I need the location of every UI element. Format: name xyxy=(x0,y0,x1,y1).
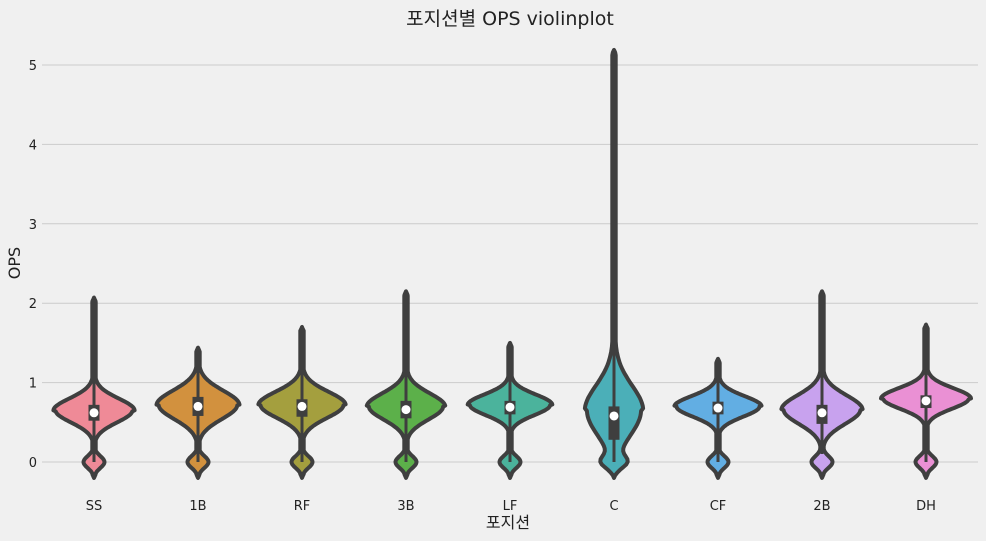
x-tick-label: DH xyxy=(916,499,936,514)
violin-DH xyxy=(879,322,973,480)
violin-median-marker xyxy=(921,396,931,406)
violin-median-marker xyxy=(89,408,99,418)
violin-1B xyxy=(154,345,242,480)
x-tick-label: SS xyxy=(86,499,103,514)
chart-title: 포지션별 OPS violinplot xyxy=(406,8,614,30)
x-axis-label: 포지션 xyxy=(486,513,530,532)
y-tick-label: 4 xyxy=(29,138,37,153)
violin-median-marker xyxy=(401,405,411,415)
x-tick-label: RF xyxy=(294,499,311,514)
x-tick-label: 2B xyxy=(813,499,830,514)
x-tick-label: LF xyxy=(503,499,518,514)
violin-median-marker xyxy=(297,401,307,411)
violin-SS xyxy=(51,295,137,480)
violin-LF xyxy=(465,340,555,480)
violin-2B xyxy=(779,289,865,480)
violin-iqr-box xyxy=(608,406,620,440)
x-tick-label: C xyxy=(609,499,618,514)
x-tick-label: 3B xyxy=(397,499,414,514)
y-tick-label: 0 xyxy=(29,456,37,471)
violin-median-marker xyxy=(713,403,723,413)
y-tick-labels: 0 1 2 3 4 5 xyxy=(29,59,37,471)
x-tick-labels: SS 1B RF 3B LF C CF 2B DH xyxy=(86,499,936,514)
violin-median-marker xyxy=(193,401,203,411)
violin-CF xyxy=(672,356,764,480)
y-tick-label: 3 xyxy=(29,218,37,233)
x-tick-label: CF xyxy=(710,499,727,514)
violin-median-marker xyxy=(505,402,515,412)
violin-C xyxy=(582,47,646,480)
y-tick-label: 1 xyxy=(29,377,37,392)
violin-median-marker xyxy=(609,411,619,421)
x-tick-label: 1B xyxy=(189,499,206,514)
violin-median-marker xyxy=(817,408,827,418)
violin-RF xyxy=(256,325,348,480)
violins xyxy=(51,47,973,480)
y-axis-label: OPS xyxy=(5,247,24,279)
y-tick-label: 2 xyxy=(29,297,37,312)
y-tick-label: 5 xyxy=(29,59,37,74)
violin-3B xyxy=(364,289,448,480)
